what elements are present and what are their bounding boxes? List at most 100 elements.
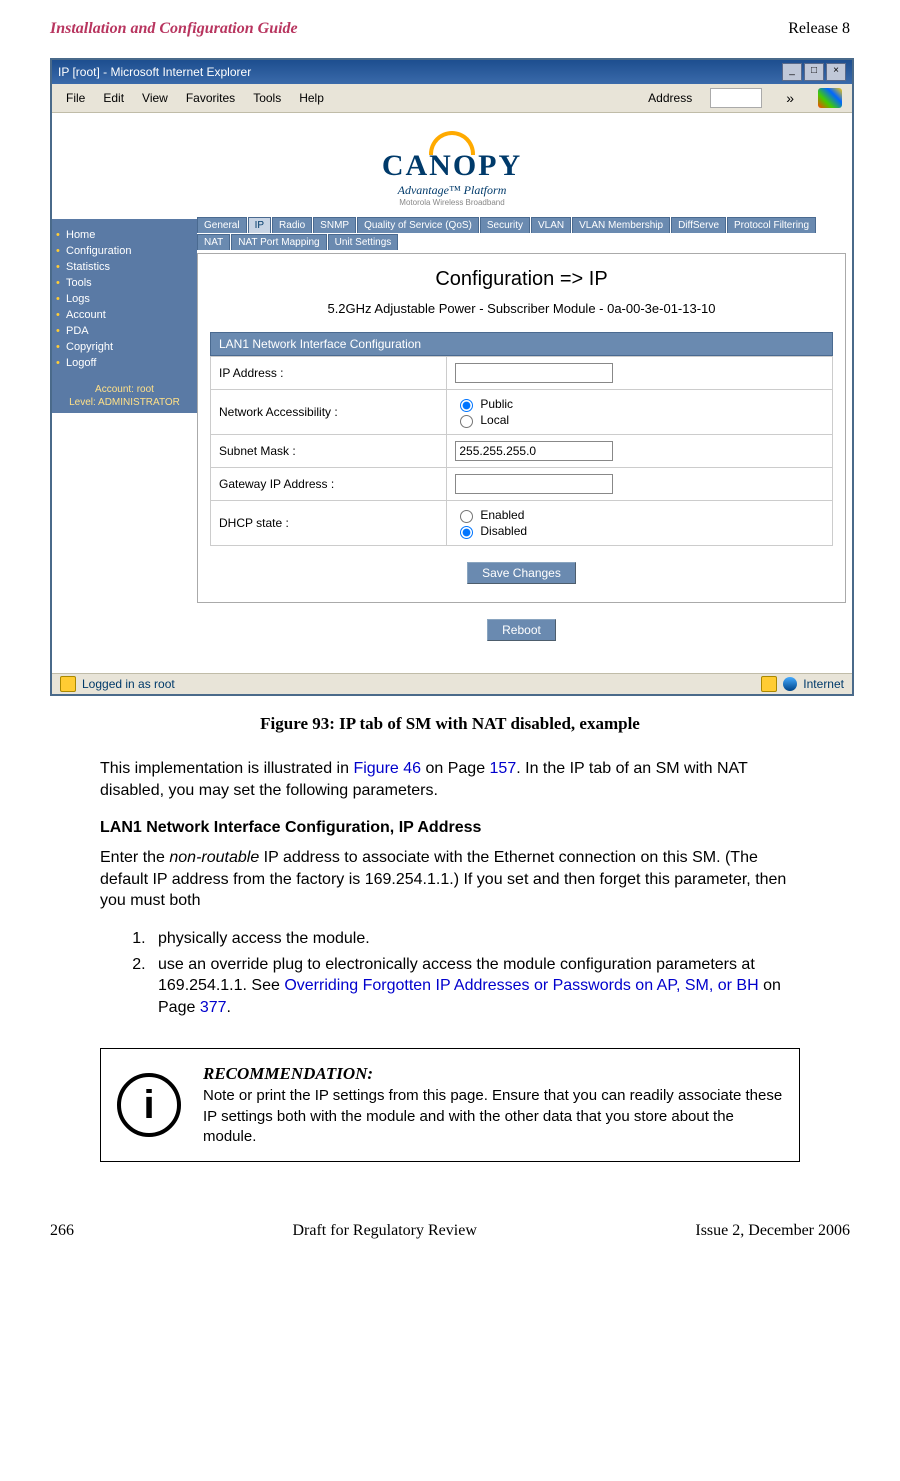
sidebar-item-account[interactable]: Account xyxy=(66,307,197,323)
status-lock-icon xyxy=(761,676,777,692)
sidebar-item-home[interactable]: Home xyxy=(66,227,197,243)
sidebar-nav: Home Configuration Statistics Tools Logs… xyxy=(52,219,197,413)
link-page-157[interactable]: 157 xyxy=(490,760,517,777)
config-table: IP Address : Network Accessibility : Pub… xyxy=(210,356,833,546)
row-subnet-mask: Subnet Mask : xyxy=(211,435,833,468)
sidebar-item-configuration[interactable]: Configuration xyxy=(66,243,197,259)
config-tabs: General IP Radio SNMP Quality of Service… xyxy=(197,217,846,251)
account-user: Account: root xyxy=(56,383,193,396)
link-figure-46[interactable]: Figure 46 xyxy=(353,760,421,777)
header-left: Installation and Configuration Guide xyxy=(50,20,298,38)
tab-unit-settings[interactable]: Unit Settings xyxy=(328,234,399,250)
ip-address-input[interactable] xyxy=(455,363,613,383)
config-panel: Configuration => IP 5.2GHz Adjustable Po… xyxy=(197,253,846,603)
sidebar-item-tools[interactable]: Tools xyxy=(66,275,197,291)
sidebar-item-pda[interactable]: PDA xyxy=(66,323,197,339)
paragraph-2: Enter the non-routable IP address to ass… xyxy=(100,847,800,912)
paragraph-1: This implementation is illustrated in Fi… xyxy=(100,758,800,801)
net-acc-public-label: Public xyxy=(480,397,513,411)
status-globe-icon xyxy=(783,677,797,691)
subnet-input[interactable] xyxy=(455,441,613,461)
recommendation-box: i RECOMMENDATION: Note or print the IP s… xyxy=(100,1048,800,1162)
menu-help[interactable]: Help xyxy=(299,91,324,105)
canopy-logo: CANOPY Advantage™ Platform Motorola Wire… xyxy=(382,131,522,207)
page-header: Installation and Configuration Guide Rel… xyxy=(50,20,850,38)
logo-text: CANOPY xyxy=(382,149,522,183)
windows-flag-icon xyxy=(818,88,842,108)
net-acc-local-label: Local xyxy=(480,413,509,427)
sidebar-item-logoff[interactable]: Logoff xyxy=(66,355,197,371)
steps-list: physically access the module. use an ove… xyxy=(130,928,800,1018)
tab-qos[interactable]: Quality of Service (QoS) xyxy=(357,217,479,233)
status-right-text: Internet xyxy=(803,677,844,691)
maximize-button[interactable]: □ xyxy=(804,63,824,81)
row-gateway: Gateway IP Address : xyxy=(211,468,833,501)
menu-edit[interactable]: Edit xyxy=(103,91,124,105)
recommendation-text: Note or print the IP settings from this … xyxy=(203,1086,789,1147)
account-level: Level: ADMINISTRATOR xyxy=(56,396,193,409)
menu-file[interactable]: File xyxy=(66,91,85,105)
menu-tools[interactable]: Tools xyxy=(253,91,281,105)
sidebar-item-copyright[interactable]: Copyright xyxy=(66,339,197,355)
page-footer: 266 Draft for Regulatory Review Issue 2,… xyxy=(50,1222,850,1240)
logo-subtitle: Advantage™ Platform xyxy=(398,183,507,198)
save-changes-button[interactable]: Save Changes xyxy=(467,562,576,584)
figure-caption: Figure 93: IP tab of SM with NAT disable… xyxy=(50,714,850,734)
tab-vlan-membership[interactable]: VLAN Membership xyxy=(572,217,670,233)
status-left-text: Logged in as root xyxy=(82,677,175,691)
tab-nat[interactable]: NAT xyxy=(197,234,230,250)
step-2: use an override plug to electronically a… xyxy=(150,954,800,1019)
tab-ip[interactable]: IP xyxy=(248,217,271,233)
header-right: Release 8 xyxy=(788,20,850,38)
logo-tiny: Motorola Wireless Broadband xyxy=(399,198,504,207)
info-icon: i xyxy=(117,1073,181,1137)
address-input[interactable] xyxy=(710,88,762,108)
tab-radio[interactable]: Radio xyxy=(272,217,312,233)
tab-nat-port-mapping[interactable]: NAT Port Mapping xyxy=(231,234,326,250)
menu-favorites[interactable]: Favorites xyxy=(186,91,235,105)
window-title: IP [root] - Microsoft Internet Explorer xyxy=(58,65,251,79)
browser-window: IP [root] - Microsoft Internet Explorer … xyxy=(50,58,854,696)
dhcp-enabled-radio[interactable] xyxy=(460,510,473,523)
recommendation-title: RECOMMENDATION: xyxy=(203,1063,789,1086)
tab-diffserve[interactable]: DiffServe xyxy=(671,217,726,233)
minimize-button[interactable]: _ xyxy=(782,63,802,81)
link-page-377[interactable]: 377 xyxy=(200,999,227,1016)
chevron-icon[interactable]: » xyxy=(780,90,800,106)
panel-subtitle: 5.2GHz Adjustable Power - Subscriber Mod… xyxy=(210,301,833,316)
status-doc-icon xyxy=(60,676,76,692)
section-head: LAN1 Network Interface Configuration xyxy=(210,332,833,356)
net-acc-local-radio[interactable] xyxy=(460,415,473,428)
reboot-button[interactable]: Reboot xyxy=(487,619,556,641)
tab-security[interactable]: Security xyxy=(480,217,530,233)
tab-snmp[interactable]: SNMP xyxy=(313,217,356,233)
dhcp-disabled-radio[interactable] xyxy=(460,526,473,539)
panel-title: Configuration => IP xyxy=(210,268,833,291)
footer-page-number: 266 xyxy=(50,1222,74,1240)
dhcp-disabled-label: Disabled xyxy=(480,524,527,538)
net-acc-label: Network Accessibility : xyxy=(211,390,447,435)
gateway-input[interactable] xyxy=(455,474,613,494)
subnet-label: Subnet Mask : xyxy=(211,435,447,468)
sidebar-item-logs[interactable]: Logs xyxy=(66,291,197,307)
footer-issue: Issue 2, December 2006 xyxy=(695,1222,850,1240)
menu-view[interactable]: View xyxy=(142,91,168,105)
browser-statusbar: Logged in as root Internet xyxy=(52,673,852,694)
footer-center: Draft for Regulatory Review xyxy=(74,1222,695,1240)
tab-general[interactable]: General xyxy=(197,217,247,233)
net-acc-public-radio[interactable] xyxy=(460,399,473,412)
close-button[interactable]: × xyxy=(826,63,846,81)
tab-vlan[interactable]: VLAN xyxy=(531,217,571,233)
link-override[interactable]: Overriding Forgotten IP Addresses or Pas… xyxy=(284,977,758,994)
dhcp-enabled-label: Enabled xyxy=(480,508,524,522)
ip-address-label: IP Address : xyxy=(211,357,447,390)
step-1: physically access the module. xyxy=(150,928,800,950)
dhcp-label: DHCP state : xyxy=(211,501,447,546)
row-ip-address: IP Address : xyxy=(211,357,833,390)
address-label: Address xyxy=(648,91,692,105)
window-titlebar: IP [root] - Microsoft Internet Explorer … xyxy=(52,60,852,84)
tab-protocol-filtering[interactable]: Protocol Filtering xyxy=(727,217,816,233)
gateway-label: Gateway IP Address : xyxy=(211,468,447,501)
browser-menubar: File Edit View Favorites Tools Help Addr… xyxy=(52,84,852,113)
sidebar-item-statistics[interactable]: Statistics xyxy=(66,259,197,275)
